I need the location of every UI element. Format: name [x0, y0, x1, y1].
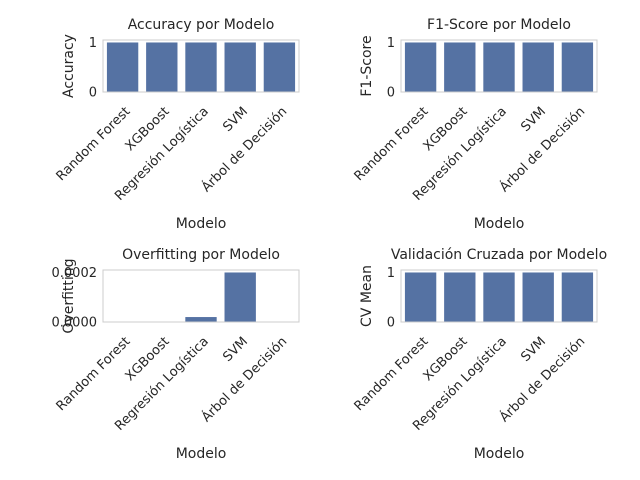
chart-f1-score-bar-svm	[522, 42, 554, 92]
chart-overfitting-axes-frame	[102, 269, 300, 323]
chart-overfitting-xlabel: Modelo	[176, 446, 227, 462]
chart-cv-mean-bar-regresion-logistica	[483, 272, 515, 322]
chart-cv-mean-xtick-random-forest: Random Forest	[352, 334, 432, 414]
chart-overfitting-ytick-label: 0.0002	[52, 266, 98, 281]
chart-overfitting-title: Overfitting por Modelo	[122, 247, 280, 263]
chart-f1-score: F1-Score por Modelo 0 1 F1-Score Random Fore…	[352, 17, 598, 232]
chart-cv-mean-ytick-label: 1	[387, 266, 395, 281]
chart-f1-score-title: F1-Score por Modelo	[427, 17, 571, 33]
chart-accuracy-ytick-label: 0	[89, 86, 97, 101]
chart-overfitting: Overfitting por Modelo 0.0000 0.0002Overfi…	[52, 247, 300, 462]
chart-cv-mean-bar-xgboost	[444, 272, 476, 322]
chart-f1-score-axes-frame	[400, 39, 598, 93]
chart-overfitting-bar-regresion-logistica	[185, 317, 217, 322]
chart-f1-score-xtick-random-forest: Random Forest	[352, 104, 432, 184]
chart-cv-mean-title: Validación Cruzada por Modelo	[391, 247, 607, 263]
chart-f1-score-bar-regresion-logistica	[483, 42, 515, 92]
chart-accuracy-bar-random-forest	[106, 42, 139, 92]
chart-cv-mean-xlabel: Modelo	[474, 446, 525, 462]
chart-accuracy-axes-frame	[102, 39, 300, 93]
chart-accuracy-ytick-label: 1	[89, 36, 97, 51]
chart-overfitting-bar-svm	[224, 272, 256, 322]
chart-cv-mean-bar-svm	[522, 272, 554, 322]
chart-f1-score-bar-xgboost	[444, 42, 476, 92]
chart-overfitting-ylabel: Overfitting	[61, 258, 77, 333]
chart-overfitting-xtick-svm: SVM	[220, 334, 251, 365]
chart-f1-score-bar-random-forest	[404, 42, 437, 92]
chart-f1-score-xlabel: Modelo	[474, 216, 525, 232]
chart-cv-mean: Validación Cruzada por Modelo 0 1 CV Mean Ra…	[352, 247, 608, 462]
chart-accuracy-bar-svm	[224, 42, 256, 92]
chart-overfitting-xtick-random-forest: Random Forest	[54, 334, 134, 414]
chart-cv-mean-bar-random-forest	[404, 272, 437, 322]
chart-f1-score-ylabel: F1-Score	[359, 35, 375, 96]
chart-accuracy-bar-regresion-logistica	[185, 42, 217, 92]
chart-f1-score-bar-arbol-de-decision	[561, 42, 594, 92]
chart-cv-mean-ylabel: CV Mean	[359, 265, 375, 327]
chart-cv-mean-axes-frame	[400, 269, 598, 323]
chart-cv-mean-xtick-svm: SVM	[518, 334, 549, 365]
chart-cv-mean-bar-arbol-de-decision	[561, 272, 594, 322]
chart-accuracy-title: Accuracy por Modelo	[128, 17, 275, 33]
chart-f1-score-ytick-label: 0	[387, 86, 395, 101]
chart-accuracy-xlabel: Modelo	[176, 216, 227, 232]
chart-accuracy-bar-arbol-de-decision	[263, 42, 296, 92]
chart-cv-mean-ytick-label: 0	[387, 316, 395, 331]
chart-overfitting-ytick-label: 0.0000	[52, 316, 98, 331]
chart-f1-score-ytick-label: 1	[387, 36, 395, 51]
chart-accuracy: Accuracy por Modelo 0 1 Accuracy Random Fore…	[54, 17, 300, 232]
chart-f1-score-xtick-svm: SVM	[518, 104, 549, 135]
chart-accuracy-ylabel: Accuracy	[61, 34, 77, 98]
chart-accuracy-xtick-random-forest: Random Forest	[54, 104, 134, 184]
chart-accuracy-xtick-svm: SVM	[220, 104, 251, 135]
chart-accuracy-bar-xgboost	[146, 42, 178, 92]
